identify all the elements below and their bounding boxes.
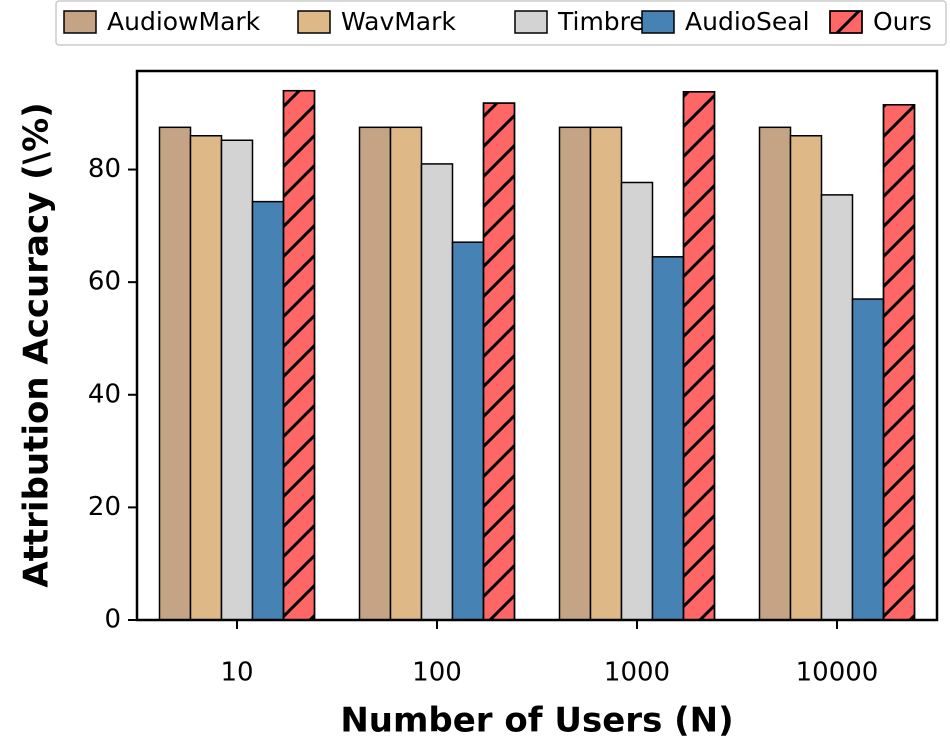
legend: AudiowMark WavMark Timbre AudioSeal Ours — [55, 0, 947, 46]
bar-wavmark-10 — [189, 135, 223, 621]
y-axis-ticks: 0 20 40 60 80 — [88, 154, 137, 635]
x-tick-label-100: 100 — [412, 658, 462, 688]
bar-wavmark-100 — [389, 126, 423, 621]
legend-swatch-wavmark — [297, 10, 331, 34]
legend-swatch-audioseal — [641, 10, 675, 34]
bar-ours-10-hatch — [282, 89, 316, 621]
legend-frame — [55, 0, 947, 46]
bar-audioseal-1000 — [651, 256, 685, 621]
legend-label-timbre: Timbre — [557, 7, 645, 36]
x-tick-label-1000: 1000 — [604, 658, 670, 688]
bar-audiowmark-1000 — [558, 126, 592, 621]
legend-label-ours: Ours — [873, 7, 932, 36]
bar-audioseal-100 — [451, 241, 485, 621]
y-axis-label: Attribution Accuracy (\%) — [17, 102, 57, 587]
y-tick-label-80: 80 — [88, 154, 121, 184]
bar-audiowmark-10 — [158, 126, 192, 621]
bar-timbre-1000 — [620, 181, 654, 621]
bar-ours-1000-hatch — [682, 91, 716, 621]
x-tick-label-10: 10 — [220, 658, 253, 688]
legend-swatch-audiowmark — [63, 10, 97, 34]
x-axis-ticks: 10 100 1000 10000 — [220, 620, 878, 688]
bar-timbre-100 — [420, 163, 454, 621]
bar-wavmark-10000 — [789, 135, 823, 621]
legend-label-wavmark: WavMark — [341, 7, 456, 36]
legend-label-audiowmark: AudiowMark — [107, 7, 261, 36]
x-tick-label-10000: 10000 — [796, 658, 879, 688]
y-tick-label-0: 0 — [104, 605, 121, 635]
bar-audiowmark-10000 — [758, 126, 792, 621]
bar-timbre-10 — [220, 139, 254, 621]
y-tick-label-20: 20 — [88, 492, 121, 522]
bar-wavmark-1000 — [589, 126, 623, 621]
y-tick-label-60: 60 — [88, 267, 121, 297]
bar-audioseal-10 — [251, 200, 285, 621]
bars-group — [158, 89, 916, 621]
legend-swatch-timbre — [514, 10, 548, 34]
bar-audioseal-10000 — [851, 298, 885, 621]
plot-frame — [135, 69, 939, 622]
bar-timbre-10000 — [820, 194, 854, 621]
y-tick-label-40: 40 — [88, 379, 121, 409]
bar-ours-100-hatch — [482, 102, 516, 621]
legend-swatch-hatch-ours — [829, 10, 863, 34]
x-axis-label: Number of Users (N) — [340, 701, 733, 741]
legend-label-audioseal: AudioSeal — [685, 7, 810, 36]
bar-ours-10000-hatch — [882, 104, 916, 621]
bar-audiowmark-100 — [358, 126, 392, 621]
